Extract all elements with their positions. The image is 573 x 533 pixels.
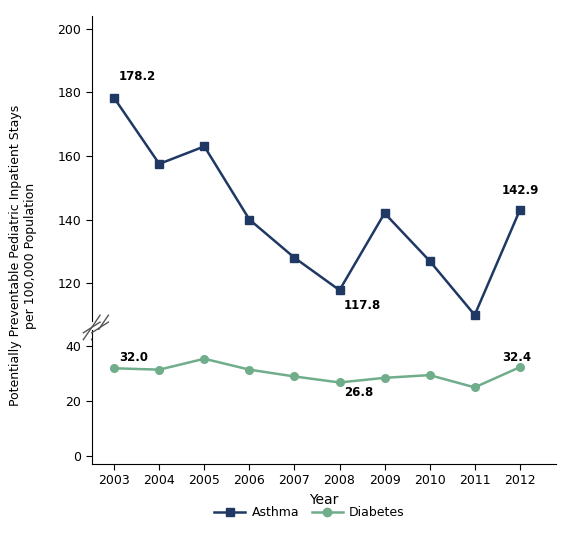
Text: 178.2: 178.2 (119, 70, 156, 83)
Text: 142.9: 142.9 (502, 184, 539, 197)
Text: Potentially Preventable Pediatric Inpatient Stays
per 100,000 Population: Potentially Preventable Pediatric Inpati… (9, 105, 37, 407)
Text: 117.8: 117.8 (344, 298, 381, 312)
Text: 32.0: 32.0 (119, 351, 148, 365)
Text: 32.4: 32.4 (502, 351, 531, 364)
X-axis label: Year: Year (309, 492, 339, 507)
Legend: Asthma, Diabetes: Asthma, Diabetes (209, 501, 410, 524)
Text: 26.8: 26.8 (344, 385, 373, 399)
